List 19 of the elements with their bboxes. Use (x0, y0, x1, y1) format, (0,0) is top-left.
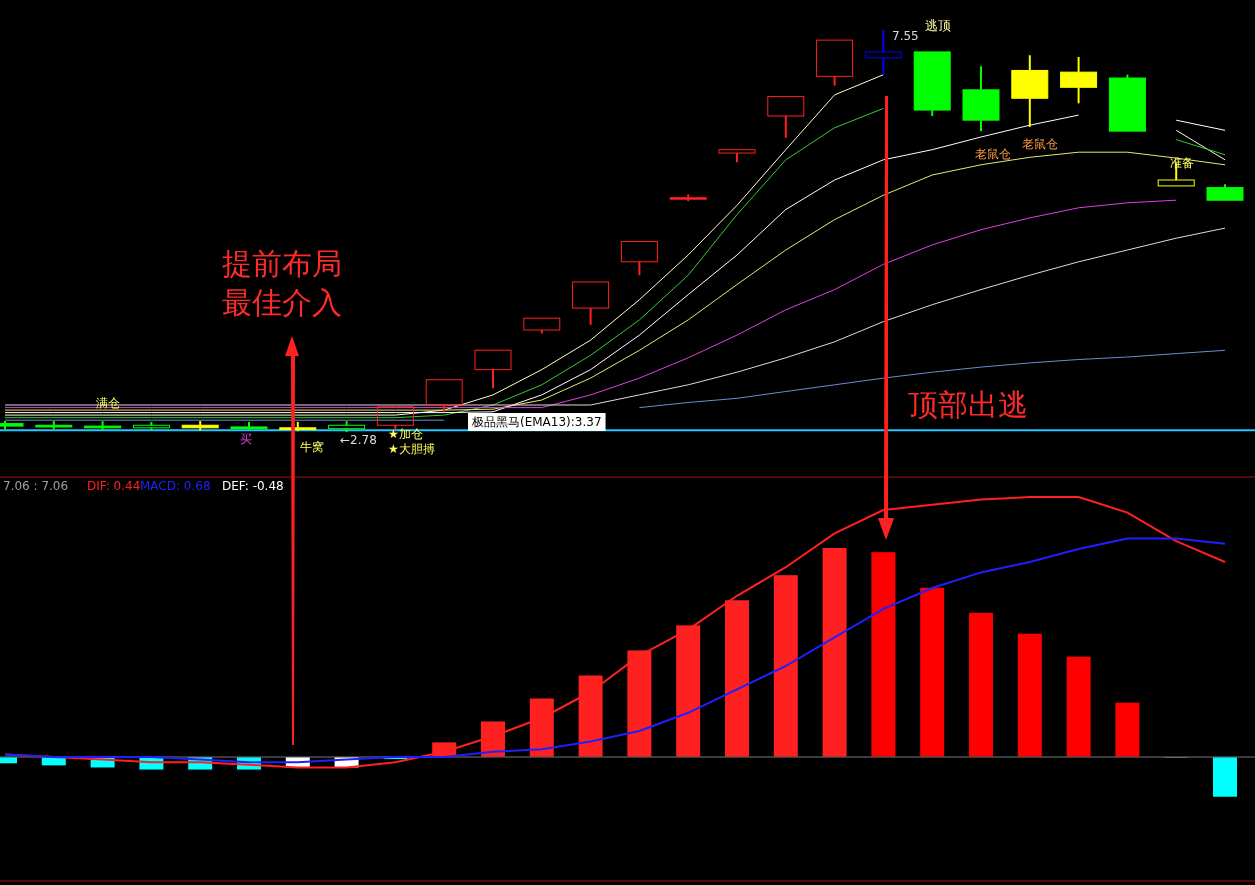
annotation: 顶部出逃 (908, 387, 1028, 422)
annotation: 极品黑马(EMA13):3.37 (471, 415, 602, 429)
annotation: 提前布局 (222, 246, 342, 281)
text: DEF: -0.48 (222, 479, 284, 493)
annotation: 老鼠仓 (975, 147, 1011, 161)
text: DIF: 0.44 (87, 479, 141, 493)
annotation: 准备 (1170, 156, 1194, 170)
annotation: 老鼠仓 (1022, 137, 1058, 151)
annotation: ★加仓 (388, 427, 423, 441)
text: ★大胆搏 (388, 442, 435, 456)
annotation: 满仓 (96, 396, 120, 410)
annotation: 7.55 (892, 29, 919, 43)
annotation: 最佳介入 (222, 285, 342, 320)
text: MACD: 0.68 (140, 479, 211, 493)
text: 7.06 : 7.06 (3, 479, 69, 493)
text: ←2.78 (340, 433, 377, 447)
text: 买 (240, 432, 252, 446)
text: 牛窝 (300, 440, 324, 454)
annotation: 逃顶 (925, 18, 951, 33)
